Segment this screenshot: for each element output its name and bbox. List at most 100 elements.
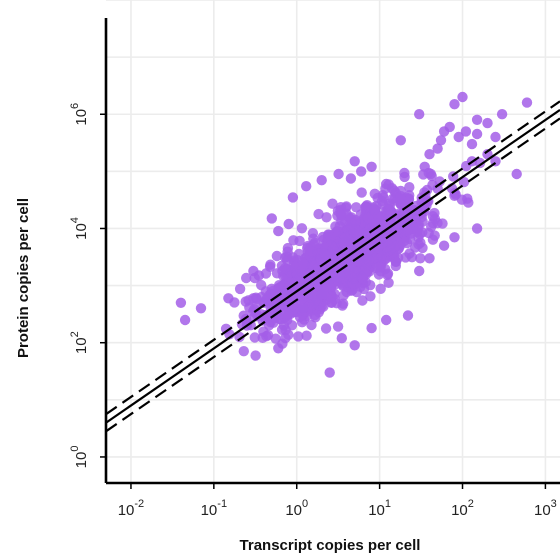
data-point — [266, 213, 277, 224]
data-point — [365, 291, 376, 302]
data-point — [434, 176, 445, 187]
data-point — [223, 293, 234, 304]
data-point — [395, 135, 406, 146]
data-point — [324, 367, 335, 378]
fit-line — [105, 108, 560, 424]
grid — [106, 0, 560, 483]
data-point — [195, 303, 207, 314]
data-point — [435, 135, 447, 146]
data-point — [281, 255, 293, 266]
data-point — [258, 297, 269, 308]
tick-labels: 10-2 10-1 100 101 102 103 100 102 104 106 — [69, 103, 557, 519]
data-point — [423, 227, 434, 239]
data-point — [381, 178, 392, 190]
data-point — [375, 215, 387, 227]
data-point — [270, 333, 281, 344]
data-point — [307, 228, 319, 239]
data-point — [360, 202, 371, 213]
data-point — [351, 202, 362, 213]
data-point — [287, 192, 299, 203]
data-point — [335, 209, 347, 220]
data-point — [238, 346, 249, 357]
data-point — [360, 227, 371, 239]
x-axis-title: Transcript copies per cell — [240, 537, 421, 554]
data-point — [375, 283, 386, 294]
data-point — [281, 290, 292, 301]
data-point — [427, 218, 439, 229]
data-point — [220, 323, 232, 334]
data-point — [457, 91, 468, 103]
data-point — [471, 114, 483, 126]
data-point — [326, 291, 337, 302]
x-tick-label: 101 — [368, 498, 391, 519]
data-point — [271, 250, 283, 262]
data-point — [382, 269, 393, 281]
data-point — [415, 237, 426, 248]
data-point — [356, 187, 367, 198]
data-point — [368, 204, 379, 216]
data-point — [248, 265, 259, 277]
data-point — [349, 340, 360, 351]
data-point — [316, 289, 327, 300]
data-point — [325, 231, 337, 242]
data-point — [444, 121, 455, 133]
data-point — [456, 194, 468, 205]
y-tick-label: 104 — [69, 217, 90, 240]
data-point — [338, 290, 349, 301]
data-point — [332, 321, 344, 332]
data-point — [432, 143, 443, 154]
data-point — [179, 314, 191, 326]
data-point — [471, 223, 483, 234]
data-point — [449, 232, 460, 243]
data-point — [283, 218, 294, 230]
data-point — [248, 293, 259, 304]
data-point — [338, 298, 349, 309]
y-axis-title: Protein copies per cell — [15, 198, 32, 358]
data-point — [293, 331, 304, 342]
data-point — [336, 333, 347, 344]
data-point — [241, 272, 252, 284]
data-point — [265, 288, 277, 299]
data-point — [421, 184, 433, 196]
data-point — [414, 265, 425, 277]
confidence-line — [105, 100, 560, 416]
data-point — [402, 310, 414, 321]
data-point — [175, 297, 187, 308]
data-point — [282, 264, 293, 275]
data-point — [356, 166, 367, 177]
data-point — [320, 323, 332, 334]
axes — [104, 18, 560, 485]
data-point — [283, 309, 294, 320]
y-tick-label: 100 — [69, 446, 90, 469]
data-point — [404, 182, 415, 193]
data-point — [424, 253, 435, 264]
data-point — [327, 198, 338, 209]
data-point — [471, 128, 483, 140]
data-point — [453, 131, 464, 143]
x-tick-label: 10-2 — [118, 498, 144, 519]
data-point — [297, 292, 309, 304]
data-point — [296, 317, 308, 328]
data-point — [333, 168, 344, 180]
data-point — [361, 269, 372, 280]
data-point — [362, 212, 374, 224]
data-point — [297, 257, 309, 269]
data-point — [496, 109, 508, 120]
data-point — [348, 272, 359, 284]
data-point — [296, 223, 308, 234]
data-point — [273, 225, 284, 237]
data-point — [363, 255, 375, 266]
data-point — [366, 322, 377, 334]
data-point — [298, 303, 309, 314]
x-tick-label: 102 — [451, 498, 474, 519]
data-point — [343, 264, 354, 275]
data-point — [250, 350, 261, 361]
data-point — [283, 329, 294, 340]
data-point — [395, 193, 406, 204]
data-point — [352, 225, 363, 237]
fit-lines — [105, 100, 560, 433]
data-point — [511, 168, 522, 180]
data-point — [346, 218, 357, 230]
data-point — [460, 126, 472, 137]
